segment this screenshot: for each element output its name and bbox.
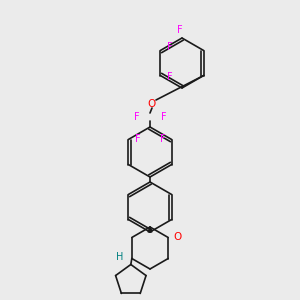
Text: F: F	[134, 134, 140, 143]
Text: O: O	[173, 232, 181, 242]
Text: F: F	[134, 112, 140, 122]
Polygon shape	[148, 227, 152, 232]
Text: F: F	[160, 134, 166, 143]
Text: O: O	[148, 99, 156, 109]
Text: H: H	[116, 253, 124, 262]
Text: F: F	[167, 73, 172, 82]
Text: F: F	[177, 25, 183, 35]
Text: F: F	[167, 41, 172, 52]
Text: F: F	[161, 112, 167, 122]
